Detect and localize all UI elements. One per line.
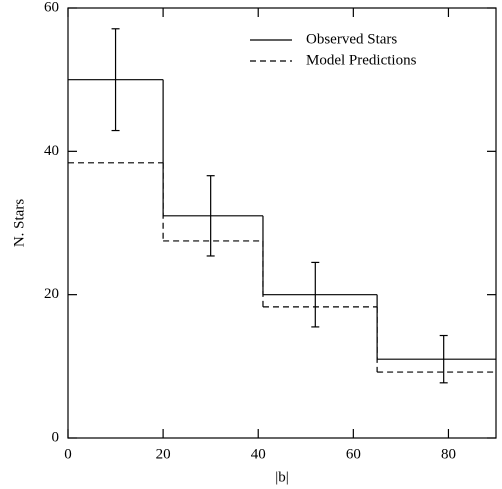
x-tick-label: 20 [156, 446, 171, 462]
y-tick-label: 20 [44, 286, 59, 302]
x-tick-label: 60 [346, 446, 361, 462]
legend-label: Model Predictions [306, 52, 417, 68]
x-tick-label: 80 [441, 446, 456, 462]
y-tick-label: 0 [52, 429, 60, 445]
y-tick-label: 40 [44, 143, 59, 159]
x-tick-label: 0 [64, 446, 72, 462]
legend-label: Observed Stars [306, 31, 397, 47]
y-tick-label: 60 [44, 0, 59, 15]
y-axis-label: N. Stars [11, 199, 27, 247]
x-axis-label: |b| [275, 469, 289, 485]
x-tick-label: 40 [251, 446, 266, 462]
plot-frame [67, 7, 497, 439]
